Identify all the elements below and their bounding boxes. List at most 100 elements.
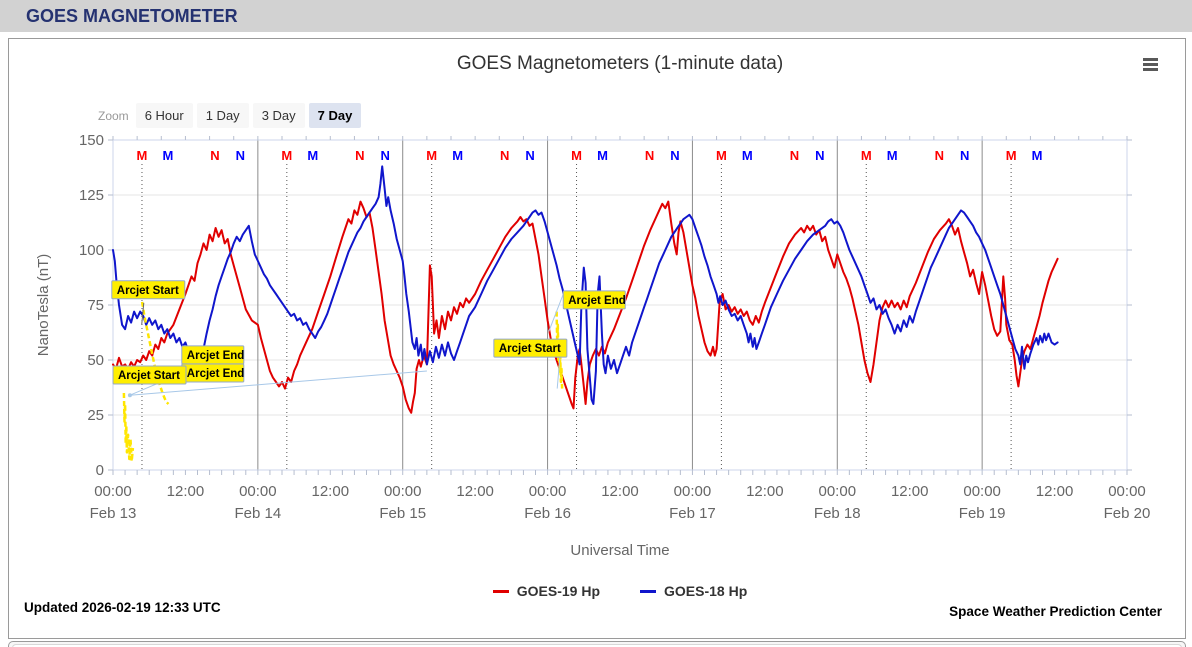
satellite-midnight-marker: M bbox=[452, 148, 463, 163]
arcjet-annotation-text: Arcjet Start bbox=[118, 370, 180, 382]
x-tick-time-label: 00:00 bbox=[819, 483, 857, 500]
satellite-noon-marker: N bbox=[645, 148, 654, 163]
satellite-noon-marker: N bbox=[355, 148, 364, 163]
satellite-noon-marker: N bbox=[500, 148, 509, 163]
updated-timestamp: Updated 2026-02-19 12:33 UTC bbox=[24, 600, 221, 615]
satellite-noon-marker: N bbox=[935, 148, 944, 163]
annotation-connector bbox=[129, 370, 427, 396]
range-selector: Zoom 6 Hour 1 Day 3 Day 7 Day bbox=[98, 103, 362, 128]
x-tick-date-label: Feb 16 bbox=[524, 505, 571, 522]
arcjet-annotation-text: Arcjet End bbox=[568, 295, 626, 307]
x-tick-time-label: 12:00 bbox=[456, 483, 494, 500]
x-tick-date-label: Feb 14 bbox=[235, 505, 282, 522]
y-axis-title: NanoTesla (nT) bbox=[35, 254, 52, 357]
chart-legend: GOES-19 Hp GOES-18 Hp bbox=[113, 583, 1127, 599]
hamburger-menu-icon[interactable] bbox=[1143, 58, 1161, 74]
satellite-midnight-marker: M bbox=[1032, 148, 1043, 163]
x-tick-time-label: 00:00 bbox=[529, 483, 567, 500]
arcjet-trace-feb13-early bbox=[122, 392, 135, 463]
satellite-midnight-marker: M bbox=[861, 148, 872, 163]
satellite-noon-marker: N bbox=[960, 148, 969, 163]
x-tick-date-label: Feb 19 bbox=[959, 505, 1006, 522]
y-tick-label: 25 bbox=[87, 407, 104, 424]
legend-color-dash-goes19 bbox=[492, 589, 509, 593]
satellite-midnight-marker: M bbox=[571, 148, 582, 163]
annotation-connector bbox=[141, 302, 145, 325]
legend-color-dash-goes18 bbox=[640, 589, 656, 593]
y-tick-label: 0 bbox=[96, 462, 104, 479]
y-tick-label: 125 bbox=[79, 187, 104, 204]
y-tick-label: 50 bbox=[87, 352, 104, 369]
satellite-midnight-marker: M bbox=[163, 148, 174, 163]
range-button-7day[interactable]: 7 Day bbox=[308, 103, 362, 128]
next-section-panel-inner-edge bbox=[12, 644, 1182, 647]
x-tick-time-label: 00:00 bbox=[94, 483, 132, 500]
y-tick-label: 100 bbox=[79, 242, 104, 259]
satellite-noon-marker: N bbox=[525, 148, 534, 163]
legend-item-goes19[interactable]: GOES-19 Hp bbox=[492, 583, 600, 599]
arcjet-annotation-text: Arcjet Start bbox=[117, 285, 179, 297]
x-tick-time-label: 12:00 bbox=[1036, 483, 1074, 500]
x-tick-time-label: 00:00 bbox=[963, 483, 1001, 500]
legend-label-goes19: GOES-19 Hp bbox=[516, 583, 600, 599]
satellite-midnight-marker: M bbox=[597, 148, 608, 163]
x-tick-time-label: 00:00 bbox=[239, 483, 277, 500]
page-title: GOES MAGNETOMETER bbox=[26, 6, 238, 26]
x-tick-date-label: Feb 20 bbox=[1104, 505, 1151, 522]
annotation-connector bbox=[548, 293, 564, 332]
range-button-6hour[interactable]: 6 Hour bbox=[135, 103, 193, 128]
y-tick-label: 75 bbox=[87, 297, 104, 314]
satellite-midnight-marker: M bbox=[281, 148, 292, 163]
legend-item-goes18[interactable]: GOES-18 Hp bbox=[640, 583, 747, 599]
arcjet-annotation-text: Arcjet End bbox=[187, 368, 245, 380]
x-tick-time-label: 12:00 bbox=[746, 483, 784, 500]
satellite-midnight-marker: M bbox=[887, 148, 898, 163]
x-tick-time-label: 00:00 bbox=[674, 483, 712, 500]
satellite-midnight-marker: M bbox=[426, 148, 437, 163]
satellite-midnight-marker: M bbox=[307, 148, 318, 163]
arcjet-annotation-text: Arcjet Start bbox=[499, 343, 561, 355]
annotation-anchor-dot bbox=[127, 393, 132, 398]
legend-label-goes18: GOES-18 Hp bbox=[664, 583, 748, 599]
arcjet-annotation-box[interactable] bbox=[112, 365, 187, 385]
x-tick-time-label: 12:00 bbox=[601, 483, 639, 500]
x-tick-time-label: 12:00 bbox=[312, 483, 350, 500]
x-tick-date-label: Feb 13 bbox=[90, 505, 137, 522]
y-tick-label: 150 bbox=[79, 132, 104, 149]
x-tick-date-label: Feb 17 bbox=[669, 505, 716, 522]
range-button-1day[interactable]: 1 Day bbox=[196, 103, 249, 128]
arcjet-annotation-box[interactable] bbox=[493, 338, 568, 358]
hamburger-bar bbox=[1143, 58, 1158, 61]
attribution-text: Space Weather Prediction Center bbox=[949, 604, 1162, 619]
satellite-noon-marker: N bbox=[381, 148, 390, 163]
satellite-noon-marker: N bbox=[790, 148, 799, 163]
satellite-noon-marker: N bbox=[210, 148, 219, 163]
x-tick-time-label: 12:00 bbox=[891, 483, 929, 500]
x-tick-time-label: 12:00 bbox=[167, 483, 205, 500]
satellite-noon-marker: N bbox=[815, 148, 824, 163]
x-tick-date-label: Feb 18 bbox=[814, 505, 861, 522]
series-line-goes-19-hp[interactable] bbox=[112, 200, 1059, 414]
annotation-connector bbox=[556, 353, 561, 389]
x-tick-date-label: Feb 15 bbox=[379, 505, 426, 522]
x-tick-time-label: 00:00 bbox=[384, 483, 422, 500]
hamburger-bar bbox=[1143, 63, 1158, 66]
satellite-midnight-marker: M bbox=[742, 148, 753, 163]
satellite-noon-marker: N bbox=[670, 148, 679, 163]
section-header-bar: GOES MAGNETOMETER bbox=[0, 0, 1192, 32]
hamburger-bar bbox=[1143, 68, 1158, 71]
chart-title: GOES Magnetometers (1-minute data) bbox=[456, 53, 784, 74]
satellite-midnight-marker: M bbox=[137, 148, 148, 163]
x-axis-title: Universal Time bbox=[570, 542, 669, 559]
arcjet-annotation-box[interactable] bbox=[111, 280, 186, 300]
next-section-panel-edge bbox=[8, 641, 1186, 647]
satellite-midnight-marker: M bbox=[1006, 148, 1017, 163]
arcjet-annotation-text: Arcjet End bbox=[187, 350, 245, 362]
series-line-goes-18-hp[interactable] bbox=[112, 165, 1059, 405]
range-button-3day[interactable]: 3 Day bbox=[252, 103, 305, 128]
satellite-midnight-marker: M bbox=[716, 148, 727, 163]
arcjet-annotation-box[interactable] bbox=[562, 290, 626, 310]
